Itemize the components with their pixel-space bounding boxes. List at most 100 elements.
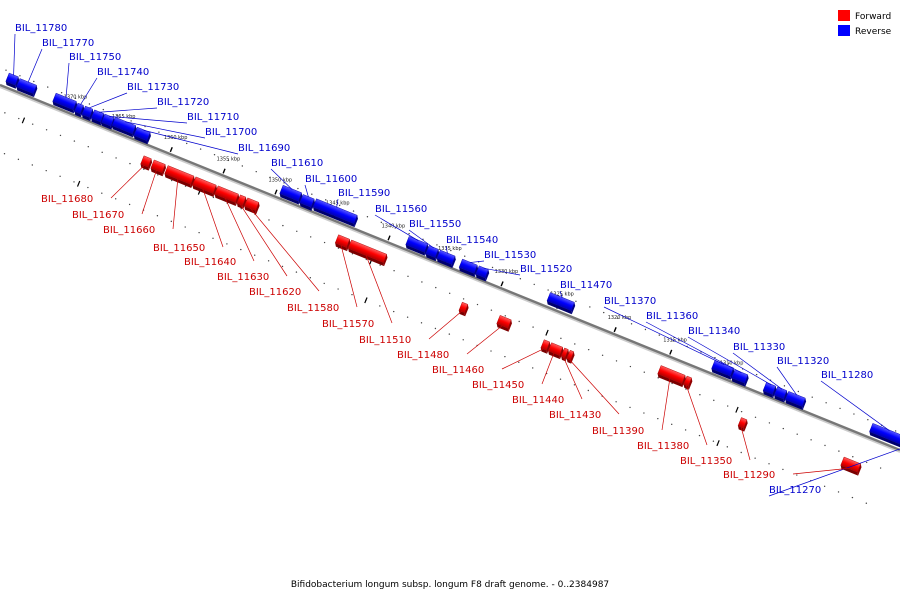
gene-label[interactable]: BIL_11770 — [42, 38, 94, 49]
gene-bil-11380[interactable] — [682, 375, 693, 390]
legend: Forward Reverse — [838, 10, 892, 37]
guide-dot — [615, 360, 618, 362]
gene-bil-11580[interactable] — [334, 234, 351, 252]
gene-bil-11370[interactable] — [710, 360, 735, 380]
gene-label[interactable]: BIL_11530 — [484, 250, 536, 261]
gene-label[interactable]: BIL_11750 — [69, 52, 121, 63]
gene-label[interactable]: BIL_11320 — [777, 356, 829, 367]
gene-bil-11630[interactable] — [236, 194, 248, 210]
guide-dot — [406, 316, 409, 318]
guide-dot — [184, 226, 186, 228]
gene-label[interactable]: BIL_11650 — [153, 243, 205, 254]
gene-label[interactable]: BIL_11550 — [409, 219, 461, 230]
gene-label[interactable]: BIL_11510 — [359, 335, 411, 346]
gene-label[interactable]: BIL_11480 — [397, 350, 449, 361]
gene-label[interactable]: BIL_11370 — [604, 296, 656, 307]
gene-bil-11290[interactable] — [840, 456, 863, 476]
gene-label[interactable]: BIL_11580 — [287, 303, 339, 314]
gene-label[interactable]: BIL_11740 — [97, 67, 149, 78]
gene-label[interactable]: BIL_11330 — [733, 342, 785, 353]
genes-layer — [5, 72, 900, 476]
guide-dot — [379, 264, 381, 266]
guide-dot — [811, 396, 813, 398]
guide-dot — [366, 216, 369, 218]
leader-line — [336, 198, 339, 208]
gene-bil-11740[interactable] — [73, 102, 85, 118]
gene-bil-11620[interactable] — [243, 197, 260, 215]
gene-bil-11280[interactable] — [868, 423, 900, 449]
gene-bil-11360[interactable] — [730, 369, 749, 387]
gene-label[interactable]: BIL_11660 — [103, 225, 155, 236]
gene-label[interactable]: BIL_11680 — [41, 194, 93, 205]
gene-bil-11690[interactable] — [133, 126, 152, 145]
gene-label[interactable]: BIL_11730 — [127, 82, 179, 93]
gene-label[interactable]: BIL_11700 — [205, 127, 257, 138]
gene-label[interactable]: BIL_11440 — [512, 395, 564, 406]
gene-bil-11430[interactable] — [566, 349, 576, 364]
gene-label[interactable]: BIL_11380 — [637, 441, 689, 452]
gene-label[interactable]: BIL_11610 — [271, 158, 323, 169]
gene-label[interactable]: BIL_11290 — [723, 470, 775, 481]
gene-bil-11650[interactable] — [191, 176, 218, 197]
guide-dot — [575, 300, 577, 303]
gene-label[interactable]: BIL_11780 — [15, 23, 67, 34]
leader-line — [776, 366, 798, 396]
leader-line — [99, 107, 158, 113]
gene-label[interactable]: BIL_11690 — [238, 143, 290, 154]
gene-label[interactable]: BIL_11720 — [157, 97, 209, 108]
gene-label[interactable]: BIL_11350 — [680, 456, 732, 467]
gene-label[interactable]: BIL_11620 — [249, 287, 301, 298]
gene-label[interactable]: BIL_11390 — [592, 426, 644, 437]
gene-bil-11520[interactable] — [475, 265, 491, 282]
gene-label[interactable]: BIL_11280 — [821, 370, 873, 381]
gene-bil-11470[interactable] — [546, 292, 576, 315]
gene-label[interactable]: BIL_11360 — [646, 311, 698, 322]
gene-bil-11610[interactable] — [279, 184, 304, 205]
gene-label[interactable]: BIL_11630 — [217, 272, 269, 283]
gene-bil-11350[interactable] — [737, 417, 749, 432]
gene-bil-11660[interactable] — [164, 165, 196, 188]
gene-bil-11340[interactable] — [762, 382, 778, 398]
gene-bil-11640[interactable] — [214, 185, 241, 206]
gene-bil-11700[interactable] — [111, 116, 138, 138]
gene-bil-11390[interactable] — [657, 365, 687, 388]
gene-label[interactable]: BIL_11560 — [375, 204, 427, 215]
gene-bil-11670[interactable] — [150, 159, 167, 177]
gene-bil-11730[interactable] — [81, 105, 95, 121]
guide-dot — [45, 169, 47, 172]
gene-label[interactable]: BIL_11540 — [446, 235, 498, 246]
gene-label[interactable]: BIL_11430 — [549, 410, 601, 421]
gene-label[interactable]: BIL_11710 — [187, 112, 239, 123]
leader-line — [645, 321, 742, 373]
gene-label[interactable]: BIL_11670 — [72, 210, 124, 221]
tick-mark — [169, 147, 173, 153]
leader-line — [141, 169, 157, 215]
gene-bil-11680[interactable] — [139, 155, 153, 171]
guide-dot — [851, 496, 854, 499]
gene-label[interactable]: BIL_11270 — [769, 485, 821, 496]
tick-label: 1315 kbp — [663, 338, 687, 344]
gene-label[interactable]: BIL_11460 — [432, 365, 484, 376]
gene-label[interactable]: BIL_11640 — [184, 257, 236, 268]
gene-bil-11320[interactable] — [784, 391, 807, 411]
gene-bil-11450[interactable] — [547, 342, 564, 360]
gene-bil-11560[interactable] — [405, 236, 430, 256]
gene-bil-11510[interactable] — [458, 301, 470, 317]
gene-label[interactable]: BIL_11520 — [520, 264, 572, 275]
gene-bil-11600[interactable] — [299, 194, 316, 211]
guide-dot — [518, 361, 520, 364]
gene-label[interactable]: BIL_11570 — [322, 319, 374, 330]
tick-label: 1355 kbp — [217, 156, 241, 162]
gene-label[interactable]: BIL_11600 — [305, 174, 357, 185]
gene-bil-11570[interactable] — [347, 239, 389, 267]
gene-bil-11330[interactable] — [773, 386, 789, 403]
gene-label[interactable]: BIL_11340 — [688, 326, 740, 337]
gene-bil-11530[interactable] — [458, 258, 479, 277]
gene-label[interactable]: BIL_11590 — [338, 188, 390, 199]
gene-label[interactable]: BIL_11470 — [560, 280, 612, 291]
gene-label[interactable]: BIL_11450 — [472, 380, 524, 391]
leader-line — [374, 214, 419, 241]
guide-dot — [255, 170, 257, 173]
tick-label: 1335 kbp — [438, 246, 462, 252]
gene-bil-11550[interactable] — [425, 245, 441, 262]
